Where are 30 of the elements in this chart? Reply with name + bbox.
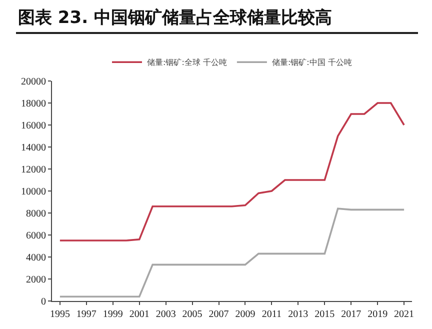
line-series [59,208,405,298]
x-tick-label: 2003 [156,309,176,320]
y-tick-label: 6000 [26,230,46,242]
y-tick-label: 0 [41,296,46,308]
legend-label: 储量:铟矿:全球 千公吨 [147,58,227,68]
line-series [59,102,405,242]
x-tick-label: 1997 [76,309,96,320]
x-tick-label: 2015 [314,309,335,320]
y-tick-label: 12000 [21,164,46,176]
y-tick-label: 10000 [21,186,46,198]
y-tick-label: 8000 [26,208,46,220]
x-tick-label: 2009 [235,309,256,320]
y-tick-label: 2000 [26,274,46,286]
x-tick-label: 2007 [208,309,229,320]
chart-title: 图表 23. 中国铟矿储量占全球储量比较高 [18,7,332,29]
x-tick-label: 1999 [102,309,123,320]
x-tick-label: 2005 [182,309,202,320]
x-tick-label: 2013 [288,309,308,320]
x-tick-label: 2011 [262,309,282,320]
x-tick-label: 2021 [394,309,414,320]
x-tick-label: 1995 [50,309,70,320]
x-tick-label: 2019 [368,309,388,320]
y-tick-label: 14000 [21,142,46,154]
x-tick-label: 2001 [129,309,150,320]
x-tick-label: 2017 [341,309,362,320]
y-tick-label: 16000 [21,120,46,132]
legend-label: 储量:铟矿:中国 千公吨 [272,58,352,68]
y-tick-label: 20000 [21,76,46,88]
y-tick-label: 18000 [21,98,46,110]
y-tick-label: 4000 [26,252,46,264]
